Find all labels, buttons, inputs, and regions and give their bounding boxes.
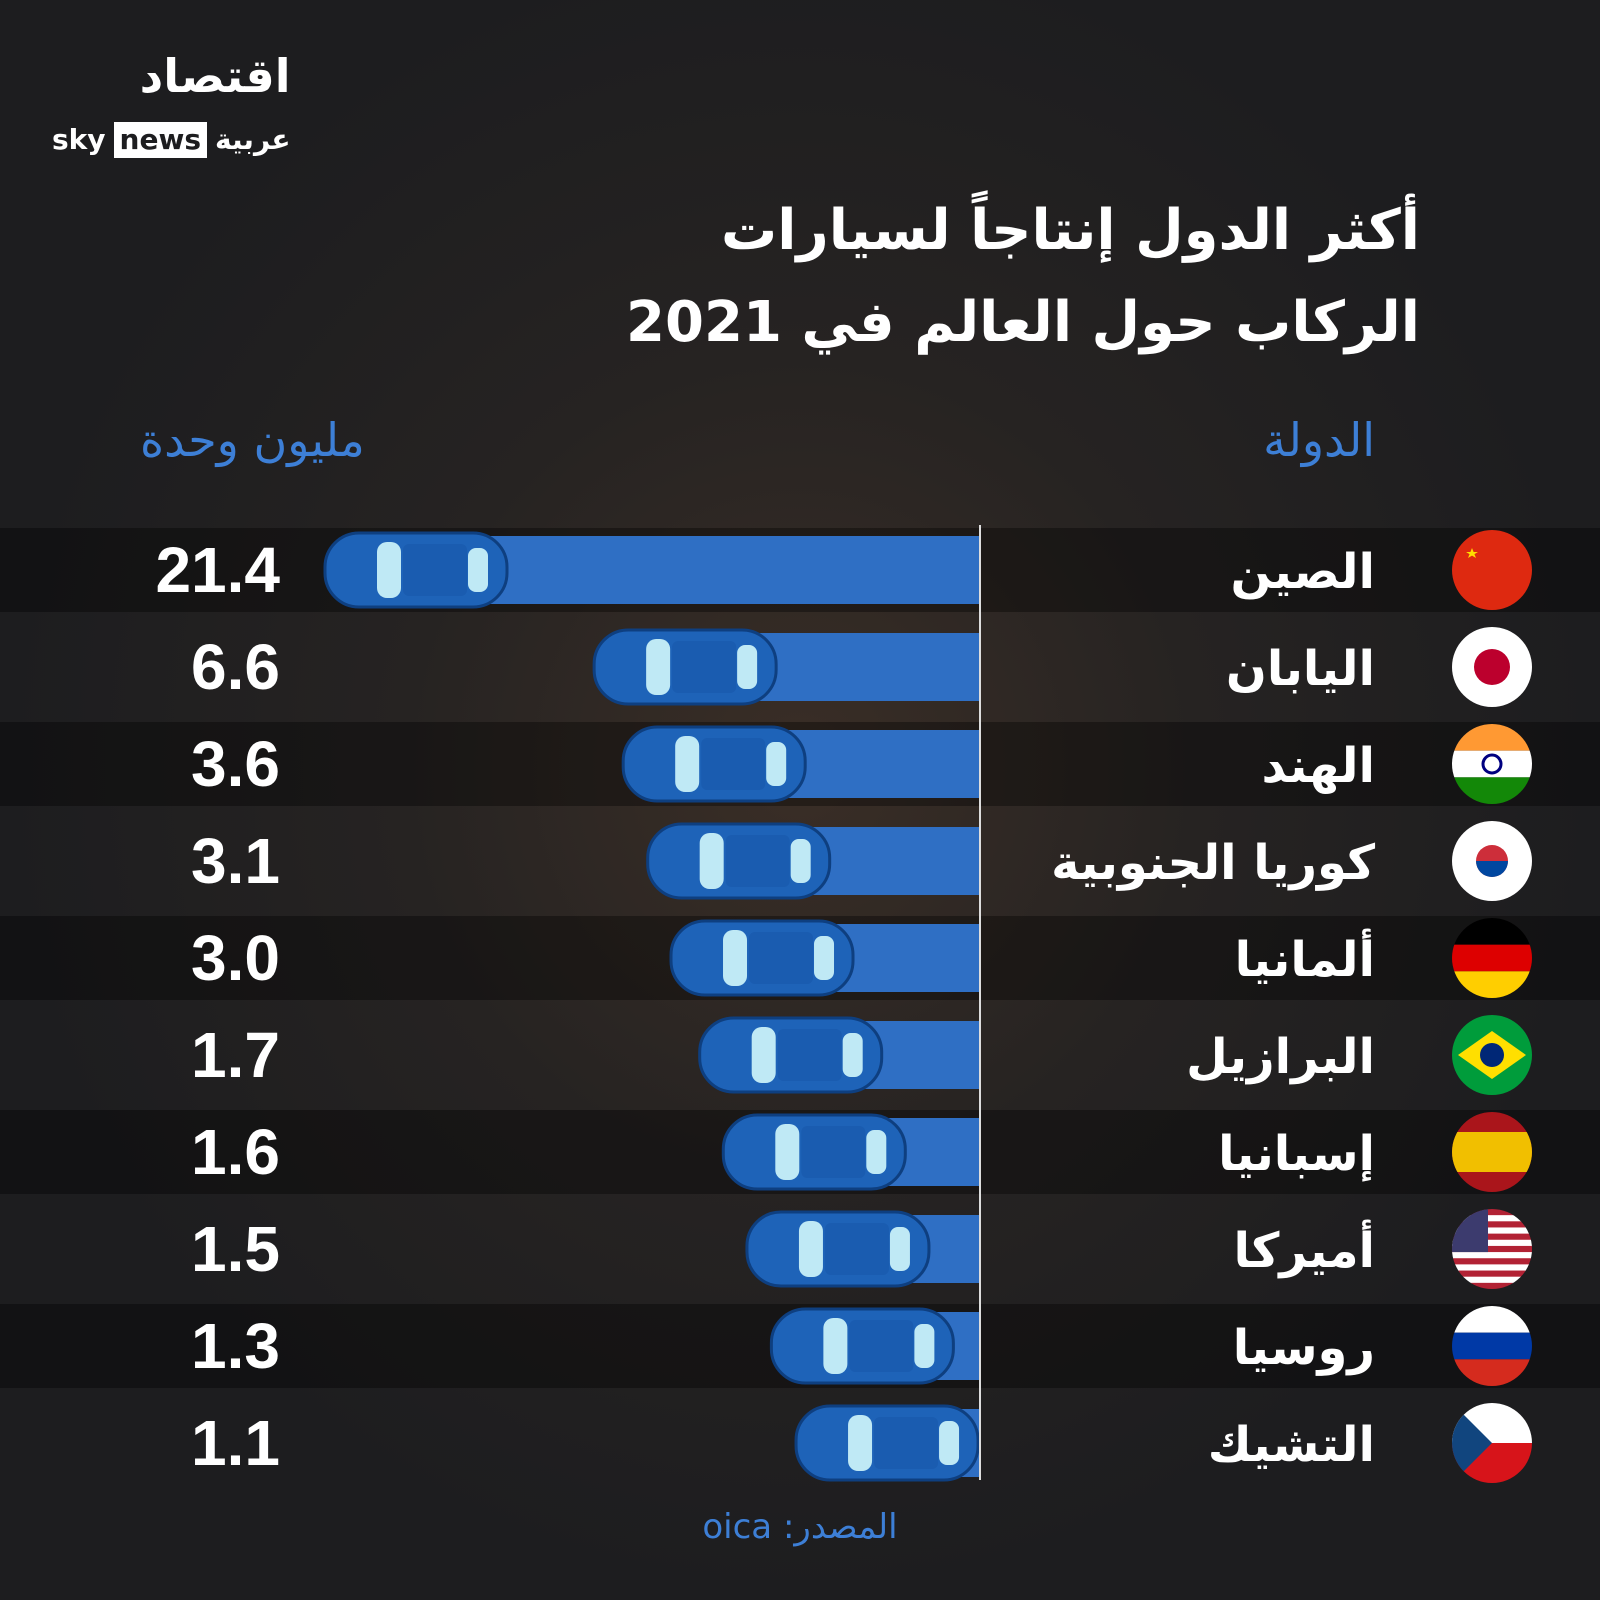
- car-windshield: [699, 833, 724, 889]
- logo-news: news: [113, 122, 208, 158]
- car-roof: [725, 835, 790, 887]
- bar-china: [323, 531, 980, 609]
- country-label: إسبانيا: [1218, 1126, 1375, 1182]
- bar-spain: [721, 1113, 980, 1191]
- car-windshield: [823, 1318, 848, 1374]
- brazil-flag-icon: [1452, 1015, 1532, 1095]
- value-label: 1.3: [191, 1310, 280, 1382]
- country-label: أميركا: [1233, 1219, 1375, 1279]
- value-label: 3.1: [191, 825, 280, 897]
- car-icon: [698, 1016, 884, 1094]
- value-label: 3.6: [191, 728, 280, 800]
- bar-japan: [592, 628, 980, 706]
- car-icon: [646, 822, 832, 900]
- car-roof: [777, 1029, 842, 1081]
- unit-header: مليون وحدة: [140, 413, 365, 467]
- logo-sky: sky: [52, 123, 106, 156]
- country-label: البرازيل: [1186, 1029, 1375, 1085]
- car-windshield: [675, 736, 700, 792]
- value-label: 1.6: [191, 1116, 280, 1188]
- bar-usa: [745, 1210, 980, 1288]
- car-icon: [669, 919, 855, 997]
- bar-india: [621, 725, 980, 803]
- country-label: اليابان: [1226, 641, 1375, 697]
- car-windshield: [751, 1027, 776, 1083]
- star-icon: [1466, 548, 1478, 558]
- sky-news-arabia-logo: اقتصاد sky news عربية: [52, 40, 290, 160]
- usa-flag-icon: [1452, 1209, 1532, 1289]
- car-rear-window: [766, 742, 787, 786]
- country-label: التشيك: [1208, 1417, 1375, 1473]
- japan-flag-icon: [1452, 627, 1532, 707]
- value-label: 1.5: [191, 1213, 280, 1285]
- car-windshield: [775, 1124, 800, 1180]
- value-label: 6.6: [191, 631, 280, 703]
- bar-germany: [669, 919, 980, 997]
- value-label: 1.1: [191, 1407, 280, 1479]
- car-windshield: [377, 542, 401, 598]
- country-label: الهند: [1262, 738, 1375, 794]
- car-icon: [794, 1404, 980, 1482]
- source-label: المصدر: oica: [702, 1507, 898, 1547]
- car-roof: [749, 932, 814, 984]
- car-rear-window: [842, 1033, 863, 1077]
- car-roof: [849, 1320, 914, 1372]
- car-roof: [403, 544, 467, 596]
- car-windshield: [646, 639, 671, 695]
- south-korea-flag-icon: [1452, 821, 1532, 901]
- car-rear-window: [889, 1227, 910, 1271]
- logo-arabiya: عربية: [215, 123, 291, 156]
- title-line-2: الركاب حول العالم في 2021: [626, 290, 1420, 355]
- china-flag-icon: [1452, 530, 1532, 610]
- car-icon: [721, 1113, 907, 1191]
- car-rear-window: [866, 1130, 887, 1174]
- russia-flag-icon: [1452, 1306, 1532, 1386]
- car-roof: [701, 738, 766, 790]
- bar-russia: [769, 1307, 980, 1385]
- car-roof: [672, 641, 737, 693]
- chart-title: أكثر الدول إنتاجاً لسيارات الركاب حول ال…: [626, 185, 1420, 369]
- car-windshield: [723, 930, 748, 986]
- country-label: الصين: [1230, 544, 1375, 600]
- country-label: ألمانيا: [1235, 928, 1375, 988]
- car-icon: [592, 628, 778, 706]
- country-header: الدولة: [1263, 413, 1375, 467]
- car-icon: [323, 531, 509, 609]
- czechia-flag-icon: [1452, 1403, 1532, 1483]
- logo-iqtisad: اقتصاد: [139, 49, 291, 103]
- car-windshield: [848, 1415, 873, 1471]
- germany-flag-icon: [1452, 918, 1532, 998]
- car-windshield: [798, 1221, 823, 1277]
- spain-flag-icon: [1452, 1112, 1532, 1192]
- car-roof: [801, 1126, 866, 1178]
- india-flag-icon: [1452, 724, 1532, 804]
- car-rear-window: [914, 1324, 935, 1368]
- car-rear-window: [814, 936, 835, 980]
- value-label: 21.4: [155, 534, 280, 606]
- car-icon: [745, 1210, 931, 1288]
- car-rear-window: [939, 1421, 960, 1465]
- title-line-1: أكثر الدول إنتاجاً لسيارات: [720, 198, 1420, 263]
- car-roof: [824, 1223, 889, 1275]
- car-rear-window: [790, 839, 811, 883]
- car-roof: [874, 1417, 939, 1469]
- car-rear-window: [737, 645, 758, 689]
- country-label: روسيا: [1233, 1320, 1375, 1376]
- bar-czechia: [794, 1404, 980, 1482]
- bar-brazil: [698, 1016, 980, 1094]
- car-icon: [769, 1307, 955, 1385]
- value-label: 3.0: [191, 922, 280, 994]
- value-label: 1.7: [191, 1019, 280, 1091]
- car-icon: [621, 725, 807, 803]
- country-label: كوريا الجنوبية: [1051, 835, 1375, 891]
- car-rear-window: [468, 548, 488, 592]
- bar-south-korea: [646, 822, 980, 900]
